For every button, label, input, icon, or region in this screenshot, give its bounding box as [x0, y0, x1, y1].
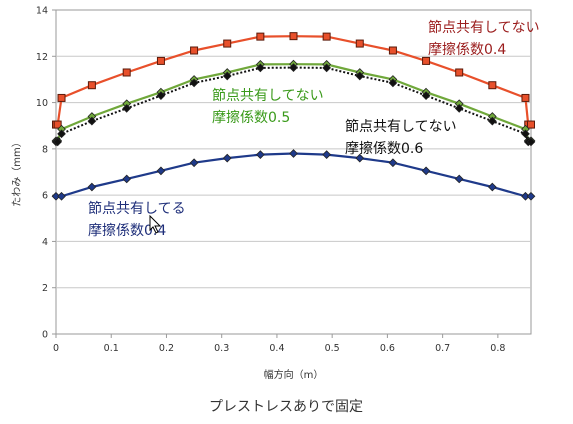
data-point — [57, 93, 66, 102]
x-tick-label: 0.7 — [435, 343, 450, 354]
y-tick-label: 8 — [42, 144, 48, 155]
x-tick-label: 0.2 — [159, 343, 174, 354]
data-point — [53, 137, 63, 147]
data-point — [256, 32, 265, 41]
y-tick-label: 4 — [42, 237, 48, 248]
data-point — [189, 78, 199, 88]
y-tick-label: 6 — [42, 191, 48, 202]
annotation-line1: 節点共有してない — [428, 19, 540, 36]
data-point — [222, 71, 232, 81]
mouse-cursor-icon — [149, 214, 162, 234]
data-point — [488, 81, 497, 90]
annotation-line1: 節点共有してない — [345, 118, 457, 135]
annotation-line2: 摩擦係数0.6 — [345, 140, 423, 157]
data-point — [322, 32, 331, 41]
y-tick-label: 12 — [36, 52, 48, 63]
data-point — [53, 120, 62, 129]
data-point — [156, 56, 165, 65]
x-axis-title: 幅方向（m） — [264, 368, 324, 381]
data-point — [122, 103, 132, 113]
data-point — [156, 166, 166, 176]
data-point — [289, 63, 298, 72]
data-point — [122, 174, 132, 184]
data-point — [421, 91, 431, 100]
y-tick-label: 14 — [36, 6, 48, 17]
data-point — [527, 120, 535, 129]
data-point — [487, 116, 497, 126]
data-point — [455, 68, 464, 77]
chart-caption: プレストレスありで固定 — [209, 399, 363, 415]
x-tick-label: 0.5 — [325, 343, 340, 354]
series-3 — [51, 149, 536, 201]
y-tick-label: 0 — [42, 330, 48, 341]
data-point — [322, 150, 332, 160]
data-point — [454, 174, 464, 184]
x-tick-label: 0.8 — [490, 343, 505, 354]
data-point — [526, 191, 536, 201]
data-point — [255, 150, 265, 160]
data-point — [487, 182, 497, 192]
x-tick-label: 0.1 — [104, 343, 119, 354]
data-point — [223, 39, 232, 48]
data-point — [521, 129, 530, 139]
data-point — [355, 153, 365, 163]
data-point — [122, 68, 131, 77]
annotation-line1: 節点共有してない — [212, 87, 324, 104]
annotation-line2: 摩擦係数0.4 — [428, 41, 506, 58]
x-tick-label: 0 — [53, 343, 59, 354]
data-point — [521, 93, 530, 102]
data-point — [388, 158, 398, 168]
x-tick-label: 0.6 — [380, 343, 395, 354]
data-point — [87, 116, 97, 126]
data-point — [526, 137, 536, 147]
plot-area — [55, 9, 532, 335]
data-point — [222, 153, 232, 163]
series-2 — [51, 63, 536, 147]
series-0 — [52, 32, 535, 129]
data-point — [255, 63, 265, 73]
annotation-line2: 摩擦係数0.5 — [212, 109, 290, 126]
data-point — [422, 56, 431, 65]
data-point — [57, 191, 66, 201]
data-point — [87, 182, 97, 192]
data-point — [190, 46, 199, 55]
data-point — [388, 46, 397, 55]
y-tick-label: 10 — [36, 98, 48, 109]
data-point — [156, 91, 166, 100]
x-tick-label: 0.3 — [214, 343, 229, 354]
data-point — [289, 32, 298, 41]
data-point — [355, 39, 364, 48]
y-tick-label: 2 — [42, 283, 48, 294]
data-point — [355, 71, 365, 81]
data-point — [322, 63, 332, 73]
annotation-line2: 摩擦係数0.4 — [88, 222, 166, 239]
annotation-line1: 節点共有してる — [88, 200, 186, 217]
data-point — [388, 78, 398, 88]
data-point — [454, 103, 464, 113]
y-axis-title: たわみ（mm） — [11, 137, 23, 206]
data-point — [289, 149, 298, 158]
data-point — [57, 129, 66, 139]
data-point — [87, 81, 96, 90]
data-point — [421, 166, 431, 176]
data-point — [189, 158, 199, 168]
x-tick-label: 0.4 — [269, 343, 284, 354]
